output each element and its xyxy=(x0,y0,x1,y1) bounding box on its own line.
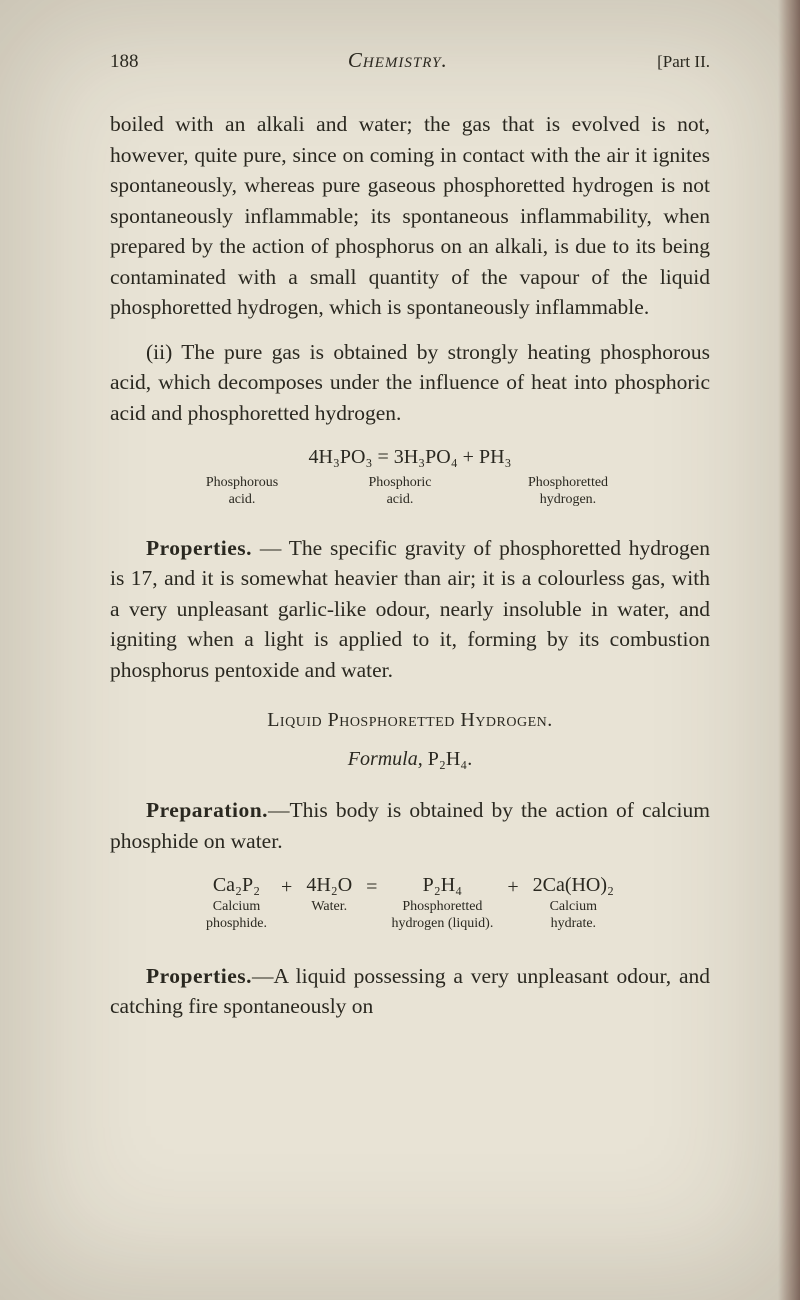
paragraph-5: Properties.—A liquid possessing a very u… xyxy=(110,961,710,1022)
eq2-term-4: 2Ca(HO)₂ Calciumhydrate. xyxy=(533,874,614,933)
preparation-heading: Preparation. xyxy=(146,798,268,822)
eq2-op-1: + xyxy=(281,874,292,899)
eq1-label-a: Phosphorousacid. xyxy=(177,475,307,509)
equation-1-labels: Phosphorousacid. Phosphoricacid. Phospho… xyxy=(110,475,710,509)
equation-1: 4H₃PO₃ = 3H₃PO₄ + PH₃ xyxy=(110,446,710,469)
formula-value: P₂H₄. xyxy=(423,748,473,770)
paragraph-1: boiled with an alkali and water; the gas… xyxy=(110,109,710,323)
eq2-term-4-label: Calciumhydrate. xyxy=(533,899,614,933)
eq2-term-2-chem: 4H₂O xyxy=(306,874,352,897)
eq2-term-1-label: Calciumphosphide. xyxy=(206,899,267,933)
eq2-term-3: P₂H₄ Phosphorettedhydrogen (liquid). xyxy=(391,874,493,933)
page-edge-shadow xyxy=(778,0,800,1300)
running-header: 188 Chemistry. [Part II. xyxy=(110,48,710,73)
eq2-term-4-chem: 2Ca(HO)₂ xyxy=(533,874,614,897)
eq2-term-2-label: Water. xyxy=(306,899,352,916)
eq2-op-2: + xyxy=(507,874,518,899)
eq2-term-2: 4H₂O Water. xyxy=(306,874,352,916)
eq2-term-1-chem: Ca₂P₂ xyxy=(206,874,267,897)
eq1-label-c: Phosphorettedhydrogen. xyxy=(493,475,643,509)
properties-heading: Properties. xyxy=(146,536,252,560)
eq2-eq: = xyxy=(366,874,377,899)
paragraph-3: Properties. — The specific gravity of ph… xyxy=(110,533,710,686)
running-title: Chemistry. xyxy=(348,48,448,73)
paragraph-2: (ii) The pure gas is obtained by strongl… xyxy=(110,337,710,429)
section-title: Liquid Phosphoretted Hydrogen. xyxy=(110,709,710,732)
properties2-heading: Properties. xyxy=(146,964,252,988)
page-number: 188 xyxy=(110,51,139,73)
eq2-term-3-label: Phosphorettedhydrogen (liquid). xyxy=(391,899,493,933)
book-page: 188 Chemistry. [Part II. boiled with an … xyxy=(0,0,800,1084)
formula-label: Formula, xyxy=(348,748,423,770)
paragraph-4: Preparation.—This body is obtained by th… xyxy=(110,795,710,856)
formula-line: Formula, P₂H₄. xyxy=(110,748,710,771)
equation-2: Ca₂P₂ Calciumphosphide. + 4H₂O Water. = … xyxy=(110,874,710,933)
eq2-term-1: Ca₂P₂ Calciumphosphide. xyxy=(206,874,267,933)
part-label: [Part II. xyxy=(657,52,710,72)
eq1-label-b: Phosphoricacid. xyxy=(335,475,465,509)
eq2-term-3-chem: P₂H₄ xyxy=(391,874,493,897)
